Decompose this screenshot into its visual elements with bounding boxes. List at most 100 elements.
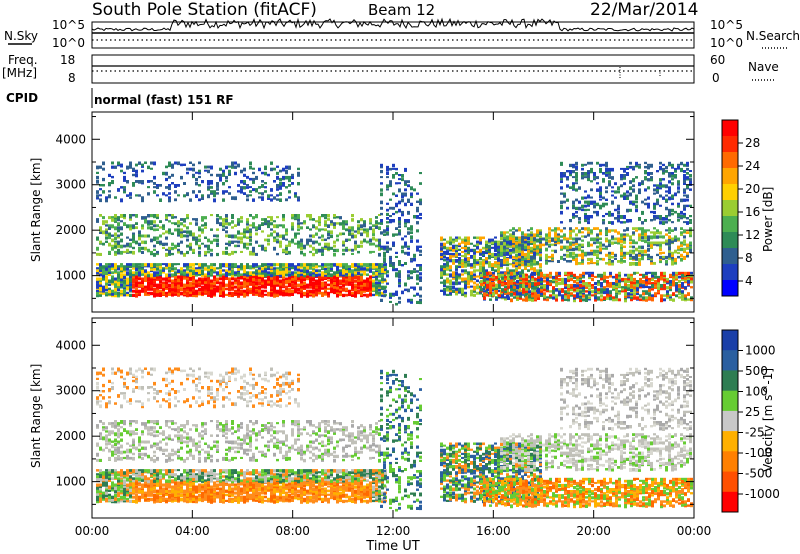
power-cell [252, 273, 255, 276]
power-cell [345, 220, 348, 224]
power-cell [560, 210, 563, 215]
power-cell [135, 289, 138, 293]
power-cell [300, 269, 303, 273]
power-cell [501, 273, 504, 277]
power-cell [627, 280, 630, 283]
power-cell [171, 216, 174, 219]
power-cell [294, 285, 297, 288]
power-cell [261, 269, 264, 273]
power-cell [546, 290, 549, 293]
power-cell [689, 245, 692, 249]
power-cell [99, 269, 102, 272]
power-cell [572, 251, 575, 256]
power-cell [504, 275, 507, 279]
power-cell [494, 240, 497, 244]
power-cell [407, 274, 410, 277]
power-cell [512, 231, 515, 235]
power-cell [252, 177, 255, 182]
power-cell [632, 233, 635, 236]
power-cell [458, 273, 461, 276]
power-cell [443, 246, 446, 250]
power-cell [339, 216, 342, 220]
power-cell [162, 171, 165, 176]
power-cell [105, 277, 108, 281]
power-cell [132, 234, 135, 239]
power-cell [120, 279, 123, 283]
power-cell [255, 283, 258, 287]
power-cell [629, 192, 632, 197]
power-cell [159, 275, 162, 279]
power-cell [345, 248, 348, 252]
power-cell [279, 273, 282, 278]
power-cell [380, 182, 383, 185]
y-tick-label: 3000 [55, 178, 86, 192]
power-cell [255, 226, 258, 231]
power-cell [677, 182, 680, 186]
power-cell [288, 184, 291, 187]
power-cell [168, 246, 171, 250]
power-cell [651, 282, 654, 285]
power-cell [461, 265, 464, 268]
power-cell [153, 293, 156, 298]
power-cell [455, 287, 458, 291]
power-cell [282, 167, 285, 172]
power-cell [659, 182, 662, 186]
power-cell [312, 234, 315, 238]
power-cell [596, 188, 599, 192]
power-cell [389, 182, 392, 186]
power-cell [524, 257, 527, 261]
power-cell [464, 257, 467, 261]
power-cell [285, 271, 288, 274]
power-cell [603, 280, 606, 283]
power-cell [351, 281, 354, 284]
power-cell [416, 200, 419, 203]
power-cell [153, 291, 156, 296]
power-cell [602, 257, 605, 261]
power-cell [636, 296, 639, 300]
power-cell [633, 292, 636, 295]
power-cell [273, 279, 276, 283]
power-cell [105, 267, 108, 271]
power-cell [165, 218, 168, 221]
power-cell [449, 238, 452, 242]
power-cell [392, 167, 395, 170]
power-cell [647, 243, 650, 247]
power-cell [653, 227, 656, 230]
power-cell [177, 275, 180, 279]
power-cell [659, 260, 662, 264]
power-cell [213, 281, 216, 286]
power-cell [543, 294, 546, 298]
power-cell [642, 296, 645, 300]
power-cell [452, 255, 455, 258]
power-cell [126, 242, 129, 247]
power-cell [494, 263, 497, 267]
power-cell [449, 236, 452, 239]
power-cell [174, 263, 177, 266]
date-label: 22/Mar/2014 [590, 0, 698, 20]
power-cell [689, 221, 692, 224]
power-cell [222, 277, 225, 281]
power-cell [171, 273, 174, 277]
power-cell [575, 245, 578, 249]
power-cell [458, 244, 461, 248]
power-cell [321, 287, 324, 290]
power-cell [315, 265, 318, 269]
power-cell [389, 292, 392, 297]
power-cell [273, 277, 276, 281]
power-cell [503, 245, 506, 249]
power-cell [473, 269, 476, 273]
power-cell [153, 248, 156, 251]
power-cell [123, 273, 126, 276]
power-cell [96, 196, 99, 200]
velocity-cell [123, 471, 126, 475]
power-cell [102, 265, 105, 269]
power-cell [669, 288, 672, 292]
power-cell [165, 216, 168, 220]
power-cell [380, 165, 383, 169]
power-cell [258, 265, 261, 268]
power-cell [690, 280, 693, 284]
power-cell [168, 175, 171, 179]
power-cell [318, 273, 321, 277]
power-cell [105, 283, 108, 286]
power-cell [114, 236, 117, 240]
